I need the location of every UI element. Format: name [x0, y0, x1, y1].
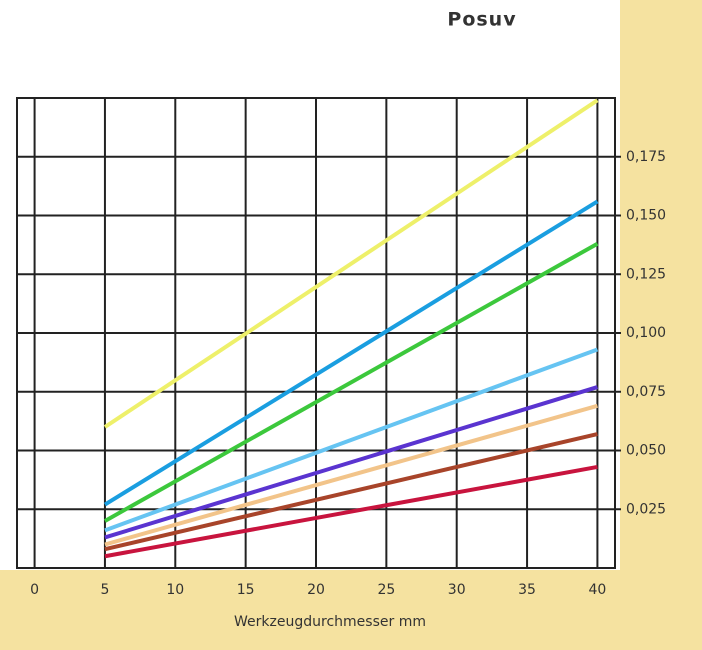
- series-line: [103, 199, 599, 507]
- plot-border: [16, 97, 616, 569]
- x-tick-label: 5: [100, 582, 109, 598]
- series-line: [104, 347, 599, 533]
- series-line: [104, 385, 598, 540]
- series-line: [103, 98, 599, 429]
- y-tick-label: 0,150: [626, 208, 666, 224]
- x-axis-label: Werkzeugdurchmesser mm: [234, 614, 426, 630]
- y-tick-label: 0,175: [626, 149, 666, 165]
- y-tick-label: 0,075: [626, 384, 666, 400]
- y-tick-label: 0,125: [626, 266, 666, 282]
- x-tick-label: 0: [30, 582, 39, 598]
- x-tick-label: 15: [237, 582, 255, 598]
- x-tick-label: 25: [377, 582, 395, 598]
- y-tick-label: 0,025: [626, 501, 666, 517]
- x-tick-label: 40: [588, 582, 606, 598]
- x-tick-label: 35: [518, 582, 536, 598]
- y-tick-label: 0,100: [626, 325, 666, 341]
- x-tick-label: 30: [448, 582, 466, 598]
- chart-title: Posuv: [447, 9, 516, 31]
- y-tick-label: 0,050: [626, 443, 666, 459]
- series-line: [104, 464, 598, 559]
- series-line: [104, 432, 598, 552]
- x-tick-label: 10: [166, 582, 184, 598]
- series-line: [103, 241, 599, 523]
- series-line: [104, 403, 598, 547]
- x-tick-label: 20: [307, 582, 325, 598]
